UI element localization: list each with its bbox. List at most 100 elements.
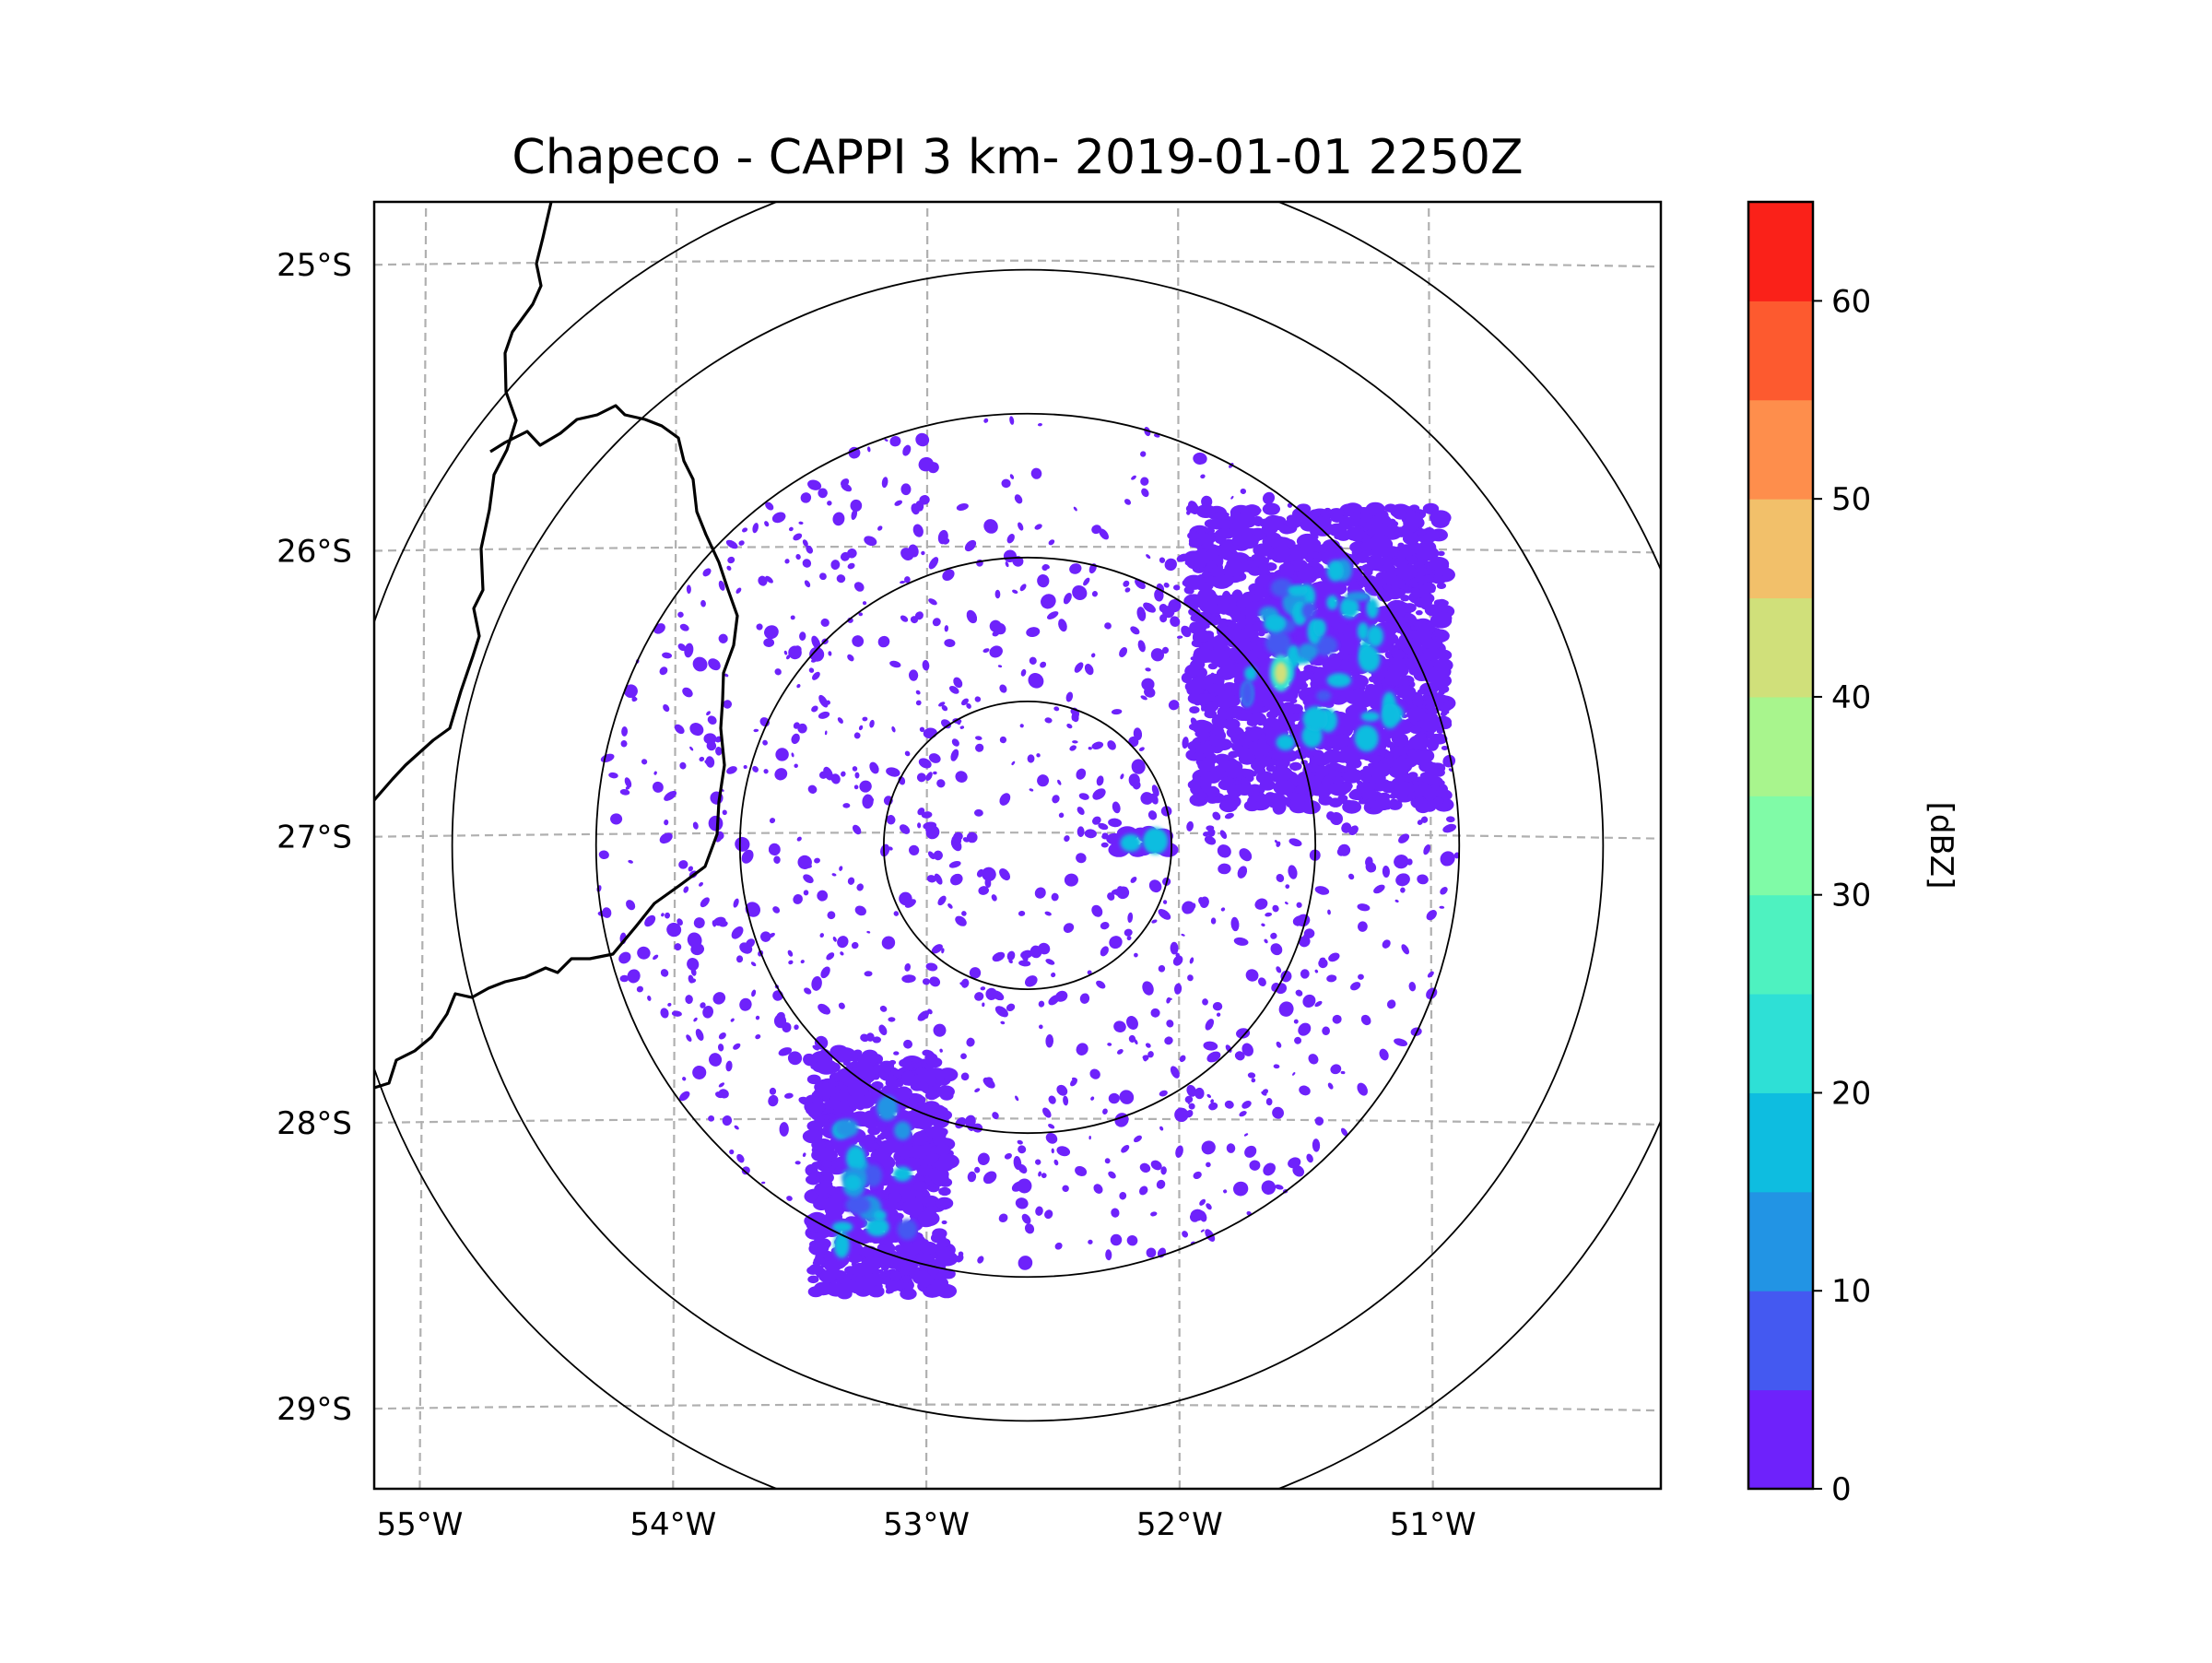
- echo-cell: [1237, 628, 1258, 643]
- echo-speck: [1306, 1153, 1313, 1163]
- echo-cell: [935, 1158, 955, 1172]
- echo-speck: [647, 995, 652, 1001]
- echo-cell: [940, 1203, 949, 1210]
- echo-speck: [894, 500, 902, 506]
- echo-speck: [722, 809, 727, 816]
- echo-speck: [682, 687, 693, 698]
- echo-cell: [1185, 503, 1200, 513]
- echo-speck: [674, 724, 685, 735]
- echo-speck: [1108, 818, 1123, 828]
- echo-speck: [1166, 997, 1171, 1004]
- echo-speck: [1088, 1136, 1091, 1140]
- echo-cell: [1332, 775, 1345, 784]
- echo-speck: [1041, 564, 1048, 572]
- echo-speck: [839, 866, 843, 871]
- echo-speck: [714, 736, 723, 743]
- echo-speck: [600, 753, 615, 763]
- echo-speck: [664, 790, 677, 801]
- echo-speck: [1182, 1231, 1189, 1238]
- echo-speck: [1288, 865, 1298, 879]
- echo-cell: [1367, 537, 1389, 551]
- echo-speck: [726, 565, 732, 571]
- echo-speck: [999, 736, 1007, 744]
- echo-speck: [1173, 584, 1181, 591]
- echo-speck: [923, 821, 937, 831]
- echo-speck: [915, 690, 921, 695]
- echo-cell: [840, 1256, 851, 1264]
- echo-speck: [768, 843, 781, 856]
- echo-speck: [1143, 602, 1156, 613]
- echo-cell: [938, 1186, 951, 1197]
- echo-speck: [955, 771, 968, 784]
- echo-cell: [1405, 720, 1411, 725]
- echo-speck: [944, 639, 956, 647]
- echo-speck: [686, 1034, 692, 1043]
- echo-speck: [852, 635, 865, 647]
- echo-cell: [1402, 532, 1420, 545]
- echo-speck: [1116, 886, 1130, 900]
- echo-core: [833, 1232, 850, 1258]
- echo-speck: [735, 587, 742, 594]
- echo-speck: [618, 951, 631, 964]
- echo-cell: [1382, 584, 1392, 591]
- echo-speck: [1200, 1229, 1205, 1233]
- echo-speck: [712, 992, 726, 1005]
- echo-speck: [730, 1018, 735, 1022]
- echo-cell: [1256, 738, 1267, 746]
- echo-cell: [1320, 582, 1339, 596]
- echo-speck: [966, 702, 971, 709]
- echo-speck: [1038, 1171, 1042, 1177]
- echo-cell: [857, 1105, 865, 1111]
- echo-speck: [880, 843, 890, 857]
- echo-speck: [1274, 840, 1278, 843]
- echo-speck: [1423, 843, 1431, 855]
- echo-speck: [975, 743, 984, 752]
- echo-cell: [1224, 594, 1238, 604]
- echo-speck: [677, 611, 684, 618]
- echo-speck: [858, 725, 864, 731]
- echo-speck: [1170, 616, 1181, 627]
- echo-speck: [802, 559, 812, 568]
- echo-speck: [1348, 825, 1359, 836]
- echo-speck: [1037, 574, 1050, 588]
- echo-speck: [752, 523, 759, 534]
- colorbar-segment: [1748, 1191, 1813, 1291]
- echo-cell: [1228, 648, 1246, 661]
- echo-cell: [1235, 512, 1256, 526]
- echo-speck: [975, 736, 982, 740]
- echo-speck: [808, 667, 815, 673]
- echo-speck: [710, 791, 724, 805]
- echo-cell: [826, 1282, 846, 1297]
- echo-core: [1316, 690, 1332, 702]
- echo-speck: [793, 894, 803, 904]
- echo-speck: [977, 1256, 984, 1264]
- echo-speck: [959, 725, 965, 729]
- echo-speck: [1373, 884, 1385, 894]
- echo-speck: [773, 855, 781, 864]
- echo-cell: [1187, 531, 1200, 540]
- echo-cell: [1339, 618, 1349, 626]
- echo-cell: [901, 1143, 913, 1151]
- echo-cell: [1249, 771, 1257, 777]
- echo-cell: [1395, 565, 1418, 581]
- echo-cell: [940, 1268, 956, 1280]
- colorbar-tick-label: 30: [1831, 878, 1871, 914]
- colorbar-segment: [1748, 597, 1813, 698]
- echo-speck: [1294, 1036, 1302, 1044]
- echo-speck: [1037, 774, 1050, 787]
- echo-cell: [1406, 707, 1427, 721]
- gridline-lon: [1428, 202, 1434, 1489]
- echo-cell: [1425, 703, 1435, 711]
- echo-speck: [859, 780, 872, 793]
- echo-speck: [802, 539, 808, 547]
- echo-speck: [1145, 667, 1151, 672]
- echo-speck: [831, 873, 837, 877]
- echo-speck: [1044, 911, 1052, 916]
- echo-speck: [948, 860, 961, 868]
- echo-speck: [689, 746, 694, 751]
- echo-speck: [774, 668, 782, 676]
- echo-cell: [1389, 793, 1397, 799]
- echo-speck: [733, 898, 739, 908]
- echo-cell: [1317, 516, 1332, 526]
- colorbar-tick-label: 0: [1831, 1471, 1852, 1508]
